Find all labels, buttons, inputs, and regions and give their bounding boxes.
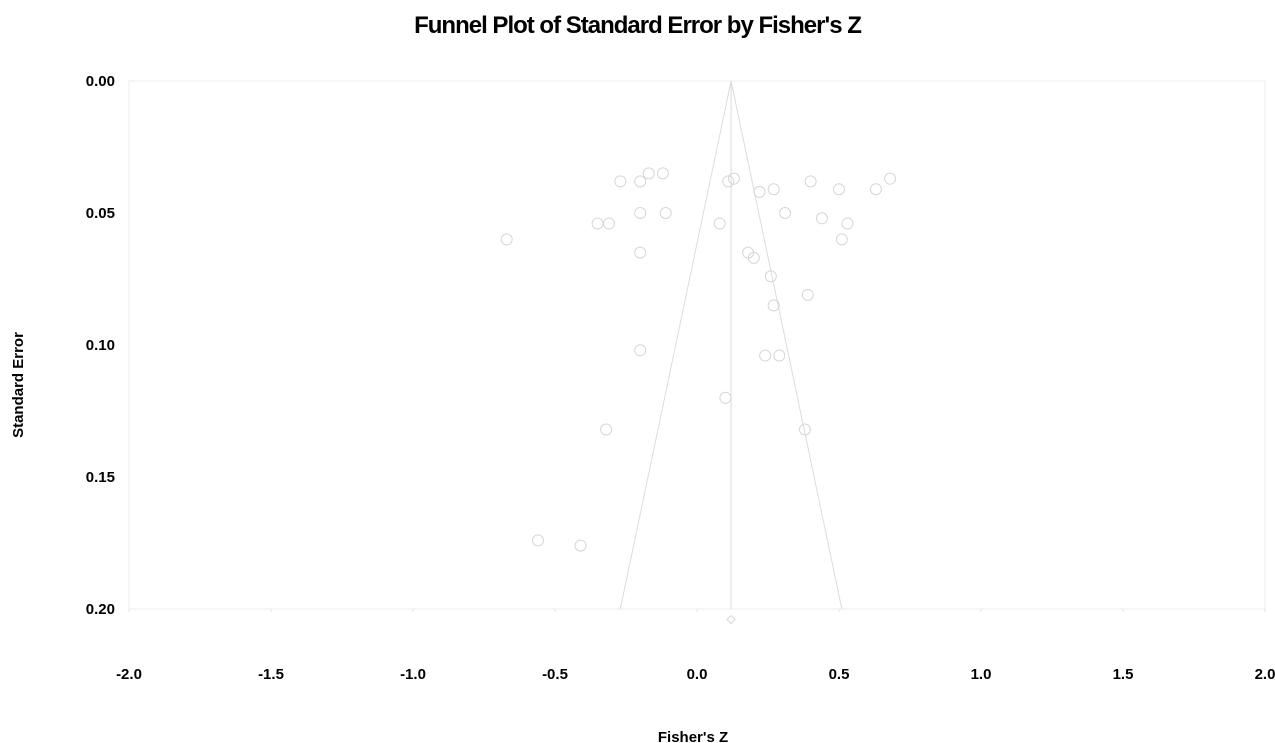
study-point — [841, 217, 854, 230]
y-tick-label: 0.10 — [86, 337, 115, 354]
x-tick-label: -0.5 — [542, 666, 568, 683]
study-point — [659, 207, 672, 219]
study-point — [500, 233, 513, 246]
study-point — [634, 207, 647, 219]
study-point — [884, 172, 897, 185]
study-point — [719, 391, 732, 404]
study-point — [767, 299, 780, 312]
study-point — [753, 185, 766, 198]
study-point — [869, 183, 882, 196]
study-point — [600, 423, 613, 436]
study-point — [634, 175, 647, 188]
y-tick-labels: 0.00 0.05 0.10 0.15 0.20 — [86, 73, 115, 618]
study-point — [833, 183, 845, 196]
x-tick-label: 1.0 — [971, 666, 992, 683]
x-tick-marks — [128, 609, 1266, 612]
x-tick-label: 0.5 — [829, 666, 850, 683]
study-point — [642, 167, 655, 180]
study-point — [531, 534, 544, 547]
funnel-lines — [619, 80, 843, 610]
study-point — [634, 344, 647, 357]
study-point — [634, 246, 647, 259]
chart-title: Funnel Plot of Standard Error by Fisher'… — [414, 12, 862, 39]
x-tick-label: -1.5 — [258, 666, 284, 683]
study-point — [801, 288, 814, 301]
y-tick-label: 0.15 — [86, 469, 115, 486]
study-point — [713, 217, 726, 230]
study-point — [722, 175, 735, 188]
study-point — [815, 212, 828, 225]
study-point — [773, 349, 786, 362]
study-point — [759, 349, 772, 362]
study-point — [656, 167, 669, 180]
x-tick-label: 2.0 — [1255, 666, 1275, 683]
study-point — [835, 233, 848, 246]
study-point — [767, 183, 780, 196]
study-point — [747, 251, 760, 264]
study-point — [591, 217, 604, 230]
study-point — [779, 207, 792, 219]
summary-diamond — [726, 614, 736, 625]
y-axis-label: Standard Error — [10, 332, 27, 438]
study-point — [804, 175, 817, 188]
study-point — [727, 172, 740, 185]
x-tick-label: 0.0 — [687, 666, 708, 683]
x-axis-label: Fisher's Z — [658, 729, 728, 743]
x-tick-labels: -2.0 -1.5 -1.0 -0.5 0.0 0.5 1.0 1.5 2.0 — [116, 666, 1275, 683]
data-points — [500, 167, 897, 552]
x-tick-label: 1.5 — [1113, 666, 1134, 683]
x-tick-label: -2.0 — [116, 666, 142, 683]
x-tick-label: -1.0 — [400, 666, 426, 683]
study-point — [764, 270, 777, 283]
y-tick-label: 0.20 — [86, 601, 115, 618]
y-tick-label: 0.05 — [86, 205, 115, 222]
study-point — [602, 217, 615, 230]
study-point — [798, 423, 811, 436]
funnel-left-line — [619, 80, 732, 610]
summary-marker — [726, 614, 736, 625]
plot-area — [128, 80, 1266, 610]
y-tick-label: 0.00 — [86, 73, 115, 90]
study-point — [574, 539, 587, 552]
funnel-right-line — [730, 80, 843, 610]
study-point — [614, 175, 627, 188]
